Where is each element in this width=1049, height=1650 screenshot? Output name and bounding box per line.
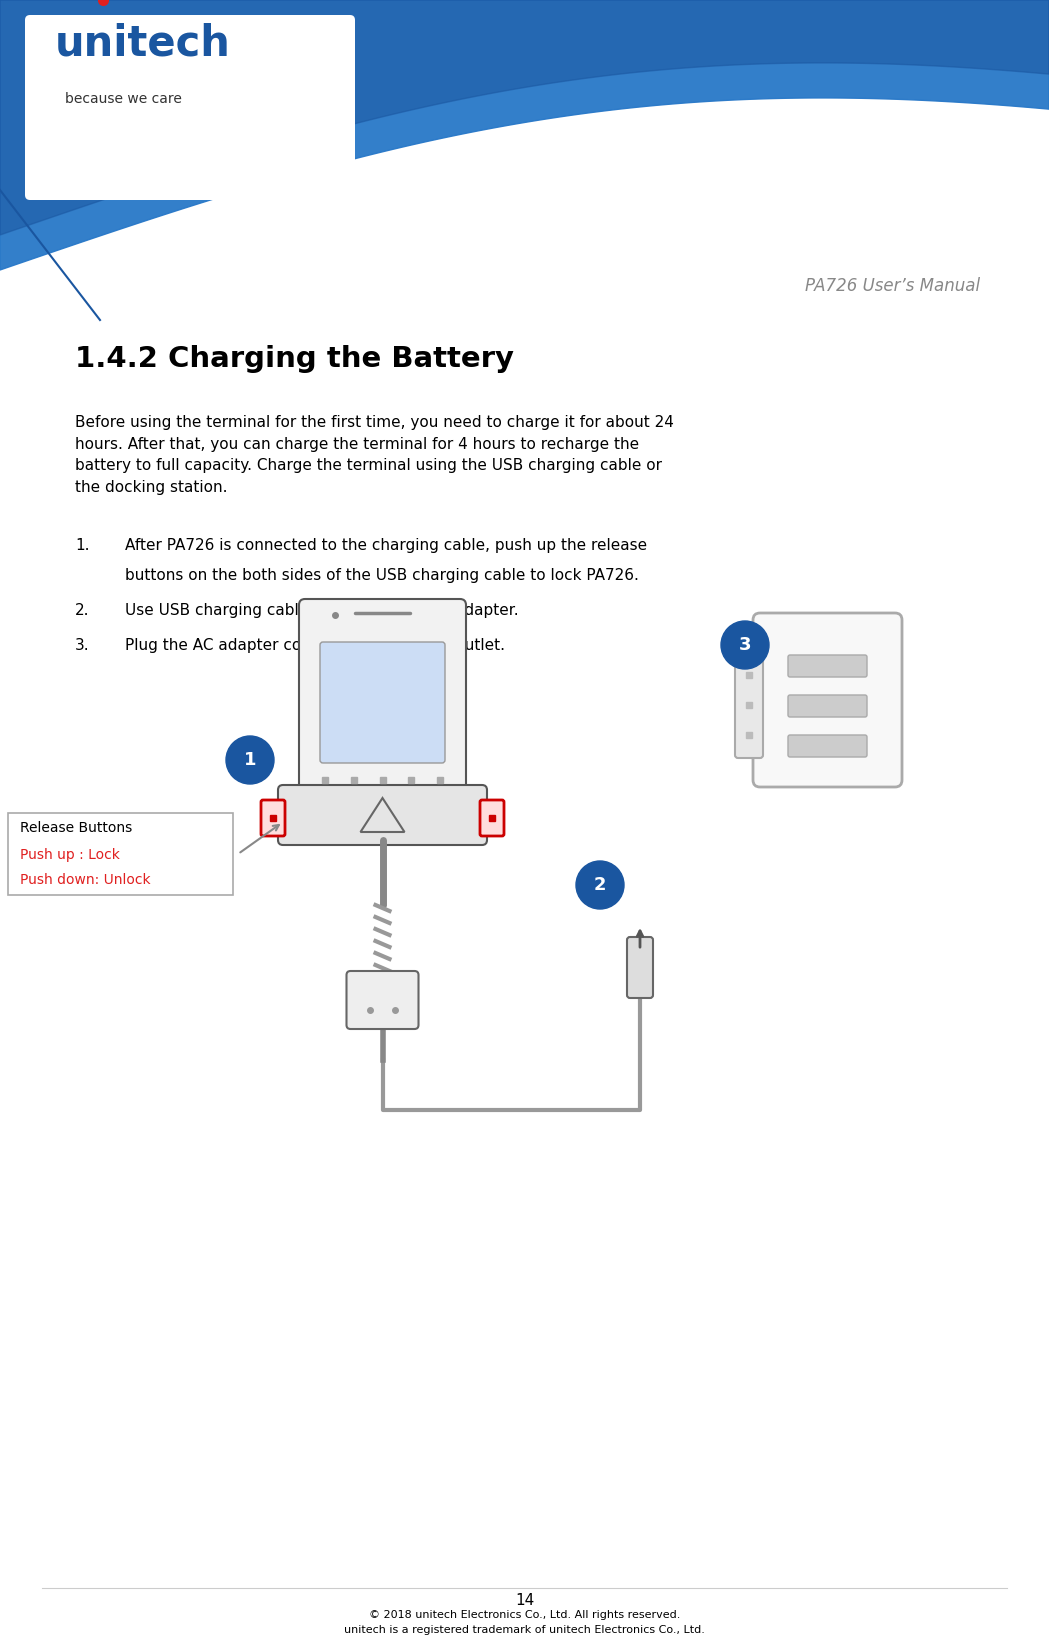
FancyBboxPatch shape xyxy=(753,614,902,787)
Polygon shape xyxy=(0,0,1049,234)
FancyBboxPatch shape xyxy=(627,937,652,998)
Text: 14: 14 xyxy=(515,1592,534,1609)
FancyBboxPatch shape xyxy=(346,970,419,1030)
FancyBboxPatch shape xyxy=(480,800,504,837)
Polygon shape xyxy=(0,0,1049,271)
Text: Before using the terminal for the first time, you need to charge it for about 24: Before using the terminal for the first … xyxy=(74,416,673,495)
Text: Push up : Lock: Push up : Lock xyxy=(20,848,120,861)
Text: After PA726 is connected to the charging cable, push up the release: After PA726 is connected to the charging… xyxy=(125,538,647,553)
FancyBboxPatch shape xyxy=(261,800,285,837)
Text: Plug the AC adapter cord into an electrical outlet.: Plug the AC adapter cord into an electri… xyxy=(125,639,505,653)
Text: 2: 2 xyxy=(594,876,606,894)
Text: Use USB charging cable to connect the AC adapter.: Use USB charging cable to connect the AC… xyxy=(125,602,518,619)
FancyBboxPatch shape xyxy=(8,813,233,894)
Text: 1.: 1. xyxy=(74,538,89,553)
Text: Push down: Unlock: Push down: Unlock xyxy=(20,873,151,888)
FancyBboxPatch shape xyxy=(320,642,445,762)
Text: unitech: unitech xyxy=(55,23,231,64)
Text: 3: 3 xyxy=(738,635,751,653)
Circle shape xyxy=(226,736,274,784)
FancyBboxPatch shape xyxy=(788,734,868,757)
Text: Release Buttons: Release Buttons xyxy=(20,822,132,835)
FancyBboxPatch shape xyxy=(788,695,868,718)
Text: because we care: because we care xyxy=(65,92,181,106)
FancyBboxPatch shape xyxy=(788,655,868,676)
Text: © 2018 unitech Electronics Co., Ltd. All rights reserved.: © 2018 unitech Electronics Co., Ltd. All… xyxy=(369,1610,680,1620)
Text: unitech is a registered trademark of unitech Electronics Co., Ltd.: unitech is a registered trademark of uni… xyxy=(344,1625,705,1635)
FancyBboxPatch shape xyxy=(299,599,466,800)
Text: buttons on the both sides of the USB charging cable to lock PA726.: buttons on the both sides of the USB cha… xyxy=(125,568,639,582)
Text: 2.: 2. xyxy=(74,602,89,619)
FancyBboxPatch shape xyxy=(25,15,355,200)
Circle shape xyxy=(576,861,624,909)
FancyBboxPatch shape xyxy=(278,785,487,845)
Text: 3.: 3. xyxy=(74,639,89,653)
Circle shape xyxy=(721,620,769,668)
Text: 1.4.2 Charging the Battery: 1.4.2 Charging the Battery xyxy=(74,345,514,373)
Text: PA726 User’s Manual: PA726 User’s Manual xyxy=(805,277,980,295)
Text: 1: 1 xyxy=(243,751,256,769)
FancyBboxPatch shape xyxy=(735,642,763,757)
